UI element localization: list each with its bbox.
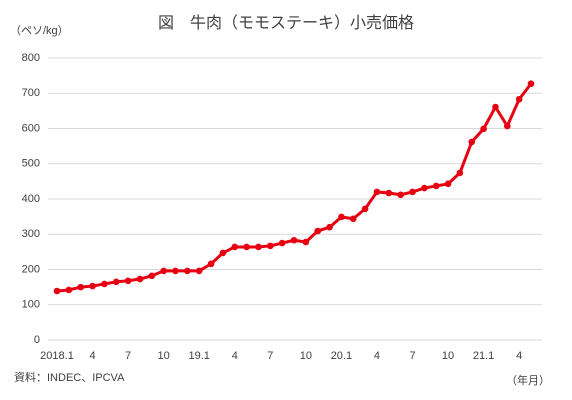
y-tick-label: 300 bbox=[22, 228, 40, 240]
x-tick-label: 10 bbox=[300, 350, 312, 362]
data-point bbox=[373, 188, 381, 196]
data-point bbox=[444, 180, 452, 188]
data-point bbox=[480, 125, 487, 133]
x-tick-label: 4 bbox=[374, 350, 380, 362]
data-point bbox=[326, 223, 333, 231]
data-point bbox=[207, 260, 215, 268]
data-point bbox=[421, 184, 428, 192]
data-point bbox=[267, 242, 274, 250]
y-tick-label: 400 bbox=[22, 193, 40, 205]
data-point bbox=[124, 277, 132, 285]
data-point bbox=[172, 267, 179, 275]
y-tick-label: 800 bbox=[22, 52, 40, 64]
x-tick-label: 7 bbox=[267, 350, 273, 362]
y-tick-label: 500 bbox=[22, 158, 40, 170]
x-tick-label: 7 bbox=[125, 350, 131, 362]
x-tick-label: 20.1 bbox=[331, 350, 352, 362]
y-axis-label: （ペソ/kg） bbox=[10, 24, 69, 37]
data-point bbox=[77, 283, 84, 291]
data-point bbox=[184, 267, 191, 275]
data-point bbox=[195, 267, 203, 275]
data-point bbox=[432, 182, 440, 190]
x-tick-label: 19.1 bbox=[188, 350, 209, 362]
data-point bbox=[515, 95, 523, 103]
x-tick-label: 10 bbox=[442, 350, 454, 362]
data-point bbox=[89, 282, 96, 290]
x-tick-label: 21.1 bbox=[473, 350, 494, 362]
data-point bbox=[361, 205, 369, 213]
data-point bbox=[468, 138, 476, 146]
data-point bbox=[53, 287, 61, 295]
data-point bbox=[397, 191, 404, 199]
data-point bbox=[243, 243, 250, 251]
data-point bbox=[504, 122, 511, 130]
data-point bbox=[302, 238, 310, 246]
x-tick-label: 10 bbox=[158, 350, 170, 362]
y-tick-label: 700 bbox=[22, 87, 40, 99]
data-point bbox=[112, 278, 120, 286]
y-tick-label: 0 bbox=[34, 334, 40, 346]
x-tick-label: 2018.1 bbox=[40, 350, 74, 362]
data-point bbox=[492, 103, 499, 111]
x-tick-label: 4 bbox=[232, 350, 238, 362]
data-point bbox=[101, 280, 108, 288]
y-tick-label: 600 bbox=[22, 122, 40, 134]
y-tick-label: 200 bbox=[22, 263, 40, 275]
data-point bbox=[136, 275, 144, 283]
data-point bbox=[278, 239, 286, 247]
data-point bbox=[290, 236, 298, 244]
data-point bbox=[65, 286, 73, 294]
x-axis-label: （年月） bbox=[506, 373, 550, 387]
data-point bbox=[219, 249, 227, 257]
x-tick-label: 4 bbox=[89, 350, 95, 362]
source-note: 資料：INDEC、IPCVA bbox=[14, 370, 125, 384]
data-point bbox=[231, 243, 239, 251]
data-point bbox=[456, 169, 464, 177]
x-tick-label: 7 bbox=[409, 350, 415, 362]
chart-title: 図 牛肉（モモステーキ）小売価格 bbox=[158, 14, 414, 32]
x-tick-label: 4 bbox=[516, 350, 522, 362]
data-point bbox=[527, 80, 535, 88]
data-point bbox=[338, 213, 345, 221]
data-point bbox=[349, 215, 357, 223]
data-point bbox=[255, 243, 262, 251]
data-point bbox=[409, 188, 416, 196]
data-point bbox=[160, 267, 167, 275]
data-point bbox=[385, 189, 393, 197]
data-point bbox=[314, 227, 322, 235]
y-tick-label: 100 bbox=[22, 299, 40, 311]
data-point bbox=[148, 272, 156, 280]
